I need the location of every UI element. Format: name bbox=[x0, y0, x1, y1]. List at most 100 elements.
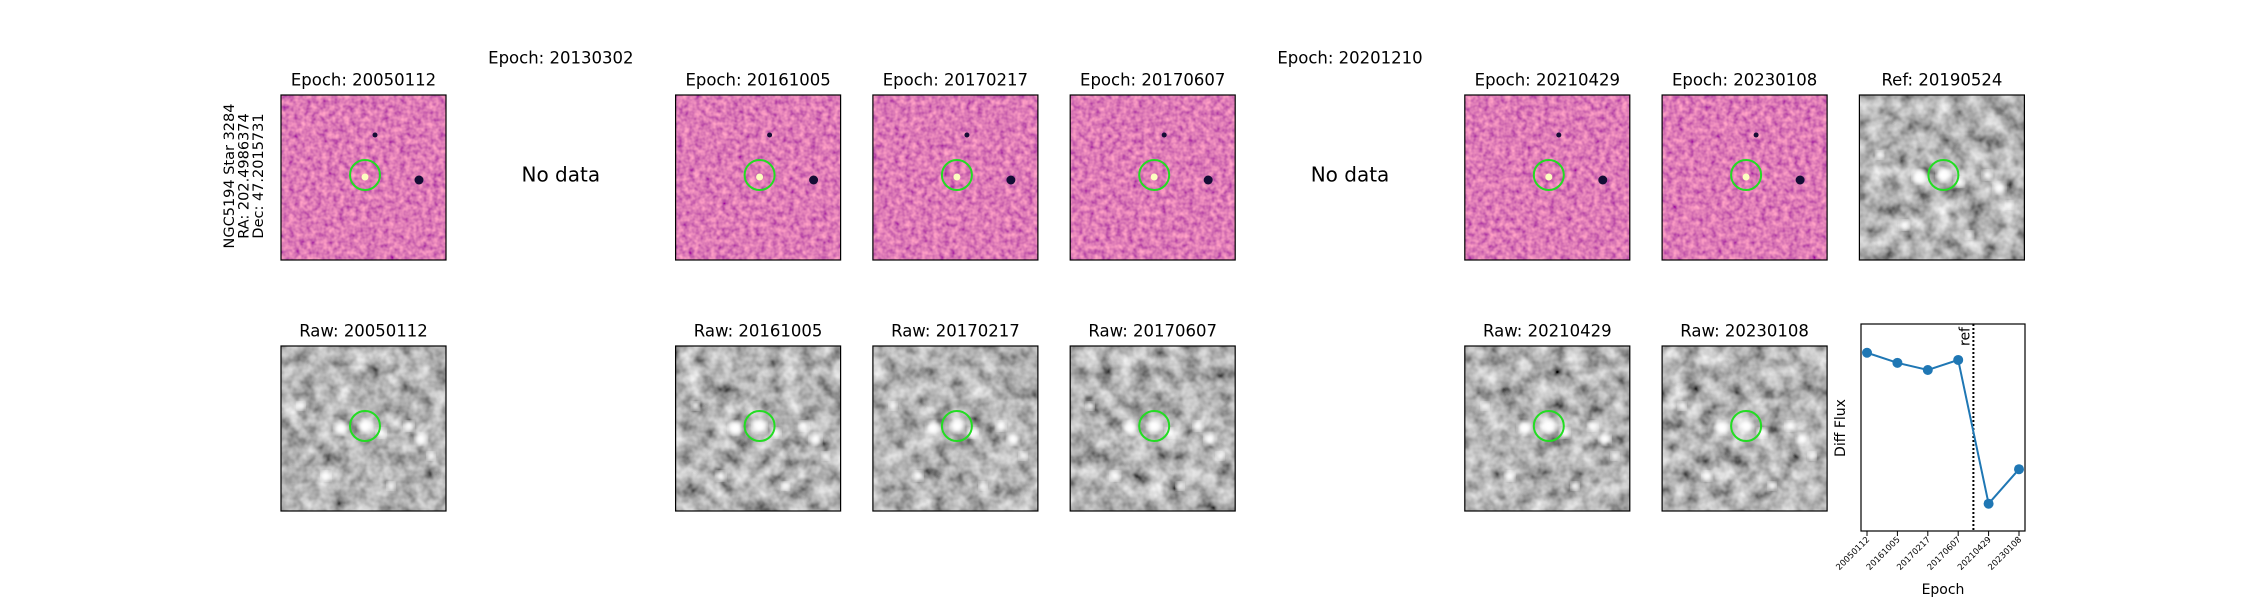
panel-frame bbox=[1069, 345, 1236, 512]
data-line bbox=[1866, 351, 2020, 506]
star-spot bbox=[1739, 419, 1754, 433]
data-point bbox=[1983, 498, 1994, 509]
star-spot bbox=[1176, 482, 1185, 490]
star-spot bbox=[781, 482, 790, 490]
y-axis-label: Diff Flux bbox=[1833, 399, 1849, 457]
target-circle bbox=[743, 159, 776, 191]
star-spot bbox=[912, 471, 923, 481]
star-spot bbox=[925, 421, 940, 435]
star-spot bbox=[1993, 182, 2006, 194]
star-spot bbox=[978, 482, 987, 490]
star-spot bbox=[334, 421, 348, 435]
star-spot bbox=[1150, 173, 1158, 181]
star-spot bbox=[1678, 402, 1687, 410]
panel-frame bbox=[1464, 345, 1631, 512]
star-spot bbox=[949, 419, 964, 433]
target-circle bbox=[1927, 159, 1960, 191]
star-spot bbox=[1556, 132, 1562, 138]
data-point bbox=[1892, 357, 1903, 368]
star-spot bbox=[1912, 170, 1927, 184]
plot-frame bbox=[1860, 323, 2026, 532]
star-spot bbox=[2005, 201, 2014, 209]
no-data: No data bbox=[1311, 163, 1390, 187]
star-spot bbox=[756, 173, 764, 181]
panel-title: Epoch: 20130302 bbox=[488, 49, 633, 68]
star-spot bbox=[1193, 421, 1204, 431]
figure-label-line: Dec: 47.2015731 bbox=[251, 113, 267, 238]
star-spot bbox=[427, 452, 435, 460]
star-spot bbox=[387, 482, 395, 490]
panel-title: Raw: 20161005 bbox=[694, 322, 823, 341]
panel-frame bbox=[674, 345, 842, 512]
x-axis-label: Epoch bbox=[1922, 582, 1965, 598]
star-spot bbox=[1161, 132, 1167, 138]
star-spot bbox=[821, 452, 830, 460]
panel-frame bbox=[872, 345, 1039, 512]
panel-title: Raw: 20210429 bbox=[1483, 322, 1612, 341]
panel-title: Raw: 20050112 bbox=[299, 322, 428, 341]
star-spot bbox=[798, 421, 809, 431]
target-circle bbox=[1138, 410, 1171, 442]
star-spot bbox=[1086, 402, 1095, 410]
star-spot bbox=[888, 402, 897, 410]
data-point bbox=[1922, 365, 1933, 375]
star-spot bbox=[1545, 173, 1553, 181]
star-spot bbox=[415, 433, 427, 445]
star-spot bbox=[1598, 175, 1608, 185]
panel-title: Epoch: 20210429 bbox=[1475, 71, 1620, 90]
star-spot bbox=[953, 173, 961, 181]
star-spot bbox=[1204, 433, 1217, 445]
star-spot bbox=[1541, 419, 1556, 433]
target-circle bbox=[1730, 410, 1763, 442]
target-circle bbox=[349, 410, 381, 442]
star-spot bbox=[1899, 220, 1910, 230]
star-spot bbox=[964, 132, 970, 138]
target-circle bbox=[1138, 159, 1171, 191]
panel-frame bbox=[280, 345, 447, 512]
panel-title: Raw: 20170607 bbox=[1088, 322, 1217, 341]
panel-title: Ref: 20190524 bbox=[1881, 71, 2002, 90]
panel-frame bbox=[1661, 94, 1828, 261]
star-spot bbox=[1875, 151, 1884, 159]
star-spot bbox=[1742, 173, 1750, 181]
star-spot bbox=[995, 421, 1006, 431]
star-spot bbox=[1147, 419, 1162, 433]
star-spot bbox=[1504, 471, 1515, 481]
panel-title: Raw: 20230108 bbox=[1680, 322, 1809, 341]
star-spot bbox=[358, 419, 372, 433]
data-point bbox=[1953, 354, 1964, 365]
star-spot bbox=[1006, 433, 1019, 445]
panel-title: Epoch: 20201210 bbox=[1277, 49, 1422, 68]
panel-frame bbox=[1464, 94, 1631, 261]
star-spot bbox=[728, 421, 743, 435]
star-spot bbox=[1018, 452, 1027, 460]
panel-frame bbox=[1661, 345, 1828, 512]
star-spot bbox=[1123, 421, 1138, 435]
star-spot bbox=[1598, 433, 1611, 445]
star-spot bbox=[1982, 170, 1993, 180]
panel-title: Epoch: 20230108 bbox=[1672, 71, 1817, 90]
star-spot bbox=[1110, 471, 1121, 481]
star-spot bbox=[1216, 452, 1225, 460]
star-spot bbox=[1715, 421, 1730, 435]
figure-label-line: NGC5194 Star 3284 bbox=[222, 104, 238, 249]
panel-title: Epoch: 20170607 bbox=[1080, 71, 1225, 90]
target-circle bbox=[743, 410, 776, 442]
star-spot bbox=[1753, 132, 1759, 138]
target-circle bbox=[940, 410, 973, 442]
target-circle bbox=[940, 159, 973, 191]
panel-title: Epoch: 20050112 bbox=[291, 71, 436, 90]
ref-label: ref bbox=[1957, 326, 1973, 346]
panel-frame bbox=[280, 94, 447, 261]
star-spot bbox=[1006, 175, 1016, 185]
star-spot bbox=[809, 433, 822, 445]
panel-frame bbox=[1858, 94, 2026, 261]
data-point bbox=[2014, 464, 2024, 475]
panel-title: Epoch: 20170217 bbox=[883, 71, 1028, 90]
star-spot bbox=[1808, 452, 1817, 460]
star-spot bbox=[1587, 421, 1598, 431]
star-spot bbox=[321, 471, 331, 481]
star-spot bbox=[1936, 168, 1951, 182]
target-circle bbox=[1532, 159, 1565, 191]
